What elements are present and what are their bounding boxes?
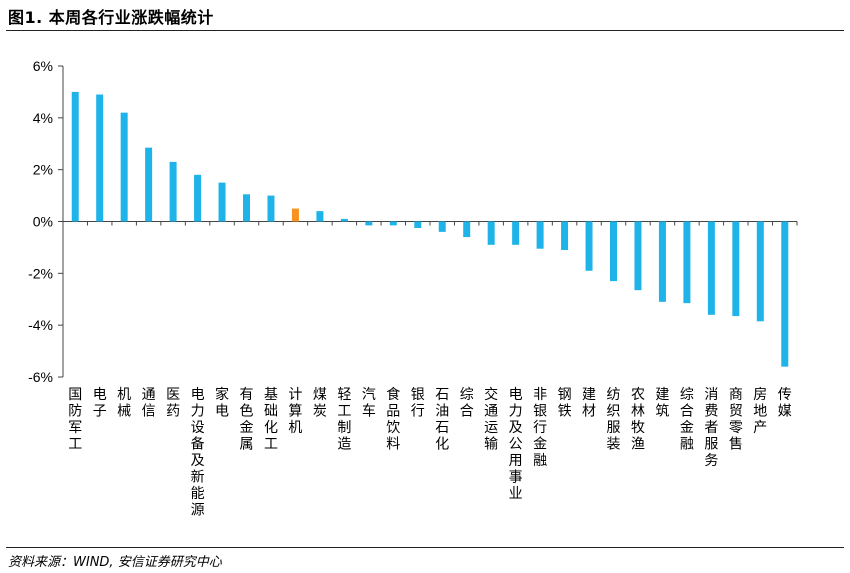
category-label: 银行: [411, 387, 425, 420]
bar-18: [487, 221, 495, 245]
category-label: 钢铁: [558, 387, 572, 420]
category-label: 电力设备及新能源: [191, 387, 205, 519]
y-tick-label: 0%: [33, 214, 53, 230]
category-label: 计算机: [288, 387, 302, 436]
category-label: 纺织服装: [607, 387, 621, 453]
bar-24: [634, 221, 642, 291]
category-label: 石油石化: [435, 387, 449, 453]
category-label: 通信: [142, 387, 156, 420]
bar-20: [536, 221, 544, 249]
category-label: 建筑: [655, 387, 669, 420]
bar-9: [267, 195, 275, 222]
bar-25: [658, 221, 666, 302]
bar-7: [218, 182, 226, 222]
category-label: 轻工制造: [337, 387, 351, 453]
category-label: 综合: [460, 387, 474, 420]
category-label: 交通运输: [484, 386, 498, 453]
bar-3: [120, 112, 128, 222]
category-label: 消费者服务: [704, 387, 718, 469]
bar-15: [414, 221, 422, 228]
bar-8: [243, 194, 250, 222]
category-label: 商贸零售: [729, 387, 743, 453]
y-tick-label: 6%: [33, 58, 53, 74]
y-tick-label: -4%: [28, 317, 53, 333]
category-label: 农林牧渔: [631, 387, 645, 453]
category-label: 电力及公用事业: [509, 387, 523, 502]
bar-23: [610, 221, 617, 282]
source-note: 资料来源：WIND, 安信证券研究中心: [8, 555, 222, 570]
category-label: 电子: [93, 387, 107, 420]
bar-22: [585, 221, 593, 271]
bar-26: [683, 221, 691, 304]
bar-19: [512, 221, 520, 245]
category-label: 有色金属: [240, 387, 254, 453]
bar-30: [781, 221, 789, 367]
category-label: 家电: [215, 386, 229, 420]
bar-12: [340, 218, 348, 222]
footer-divider: [6, 547, 844, 548]
category-label: 建材: [582, 387, 596, 420]
bar-28: [732, 221, 740, 317]
bar-16: [438, 221, 446, 232]
y-tick-label: -2%: [28, 265, 53, 281]
y-tick-label: 4%: [33, 110, 53, 126]
category-label: 房地产: [753, 387, 767, 436]
bar-17: [463, 221, 471, 238]
category-label: 机械: [117, 387, 131, 420]
bar-4: [145, 147, 153, 222]
category-label: 食品饮料: [386, 386, 400, 453]
bar-1: [71, 91, 79, 222]
category-label: 传媒: [778, 387, 792, 420]
bar-chart: 6% 4% 2% 0% -2% -4% -6% 国防军工电子机械通信医药电力设备及新能源家电有…: [28, 58, 798, 519]
category-label: 综合金融: [680, 387, 694, 453]
category-label: 非银行金融: [533, 387, 547, 469]
category-label: 汽车: [362, 387, 376, 420]
y-tick-label: -6%: [28, 369, 53, 385]
bar-29: [756, 221, 764, 322]
category-label: 国防军工: [68, 387, 82, 453]
bar-21: [561, 221, 569, 251]
bar-5: [169, 161, 177, 222]
bar-27: [707, 221, 715, 315]
bar-2: [96, 94, 104, 222]
category-label: 基础化工: [264, 386, 278, 453]
bar-13: [365, 221, 373, 226]
bar-6: [194, 174, 202, 222]
bar-14: [389, 221, 397, 226]
chart-title: 图1. 本周各行业涨跌幅统计: [8, 8, 214, 27]
bar-11: [316, 211, 324, 222]
title-divider: [6, 30, 844, 31]
bar-10: [291, 208, 299, 222]
category-label: 医药: [166, 387, 180, 420]
y-tick-label: 2%: [33, 162, 53, 178]
category-label: 煤炭: [313, 387, 327, 420]
